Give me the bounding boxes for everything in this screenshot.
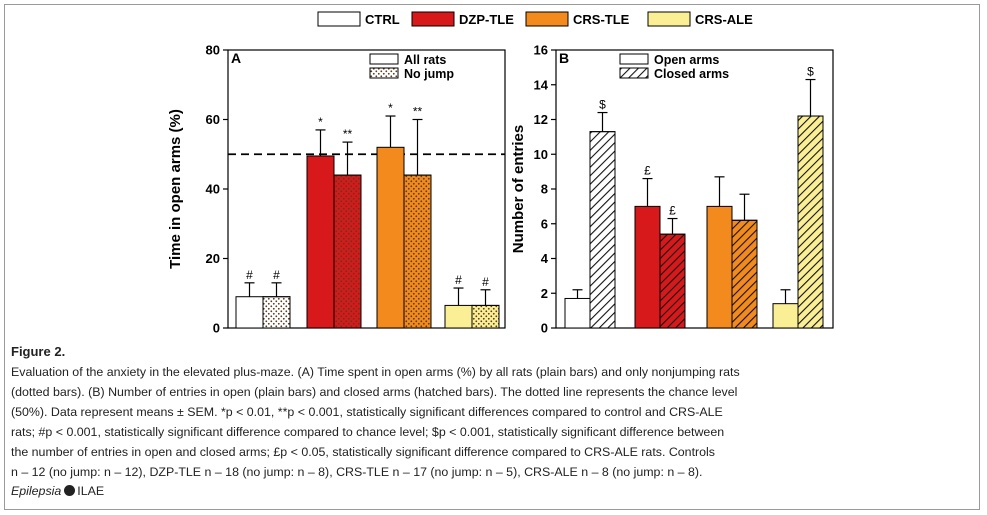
y-tick-label: 80: [206, 43, 220, 58]
caption-line: rats; #p < 0.001, statistically signific…: [11, 425, 725, 439]
significance-label: £: [644, 164, 651, 178]
caption-line: the number of entries in open and closed…: [11, 445, 715, 459]
legend-swatch: [411, 11, 455, 27]
inner-legend-label: No jump: [404, 67, 454, 81]
bar-pattern: [731, 219, 758, 329]
figure-chart: CTRL DZP-TLE CRS-TLE CRS-ALE 020406080Time …: [167, 11, 834, 336]
significance-label: $: [807, 65, 814, 79]
panel-label: A: [231, 50, 241, 66]
inner-legend-pattern: [619, 67, 649, 79]
panel-label: B: [559, 50, 569, 66]
y-tick-label: 8: [541, 182, 548, 197]
y-axis-label: Time in open arms (%): [167, 109, 184, 269]
legend-swatch: [647, 11, 691, 27]
y-tick-label: 0: [541, 321, 548, 336]
significance-label: $: [599, 98, 606, 112]
bar-pattern: [333, 174, 362, 329]
society-name: ILAE: [77, 484, 105, 498]
y-tick-label: 4: [541, 251, 549, 266]
figure-legend: CTRL DZP-TLE CRS-TLE CRS-ALE: [317, 11, 753, 27]
inner-legend-swatch: [369, 53, 399, 65]
y-tick-label: 0: [213, 321, 220, 336]
figure-caption: Figure 2. Evaluation of the anxiety in t…: [11, 342, 977, 500]
significance-label: #: [482, 275, 489, 289]
y-tick-label: 6: [541, 216, 548, 231]
plot-frame: [227, 49, 506, 329]
journal-credit: Epilepsia ILAE: [11, 482, 977, 500]
caption-title: Figure 2.: [11, 344, 66, 359]
inner-legend-label: Closed arms: [654, 67, 729, 81]
y-tick-label: 40: [206, 182, 220, 197]
bar-pattern: [471, 304, 500, 329]
inner-legend-swatch: [619, 53, 649, 65]
y-tick-label: 14: [534, 77, 549, 92]
significance-label: #: [273, 268, 280, 282]
panel-b-chart: 0 2 4 6 8 10 12 14 16 Number of entries B $ £ £ $ Open …: [510, 43, 834, 336]
ilae-logo-icon: [64, 485, 76, 496]
bar: [376, 146, 405, 329]
bar: [306, 155, 335, 329]
bar: [706, 205, 733, 329]
legend-swatch: [525, 11, 569, 27]
caption-line: (dotted bars). (B) Number of entries in …: [11, 385, 738, 399]
bar-pattern: [659, 233, 686, 329]
legend-label: CRS-TLE: [573, 12, 630, 27]
bar: [634, 205, 661, 329]
bar: [444, 304, 473, 329]
journal-name: Epilepsia: [11, 484, 62, 498]
bar-pattern: [797, 115, 824, 329]
significance-label: *: [318, 115, 323, 129]
significance-label: *: [388, 101, 393, 115]
bar: [235, 296, 264, 329]
legend-label: CTRL: [365, 12, 400, 27]
legend-label: DZP-TLE: [459, 12, 514, 27]
inner-legend-label: Open arms: [654, 53, 719, 67]
significance-label: #: [455, 273, 462, 287]
y-axis-label: Number of entries: [510, 125, 527, 253]
legend-swatch: [317, 11, 361, 27]
y-tick-label: 60: [206, 112, 220, 127]
significance-label: #: [246, 268, 253, 282]
caption-line: (50%). Data represent means ± SEM. *p < …: [11, 405, 723, 419]
inner-legend-label: All rats: [404, 53, 446, 67]
y-tick-label: 20: [206, 251, 220, 266]
significance-label: £: [669, 204, 676, 218]
y-tick-label: 12: [534, 112, 548, 127]
bar: [772, 303, 799, 329]
bar-pattern: [403, 174, 432, 329]
bar: [564, 297, 591, 329]
significance-label: **: [413, 105, 423, 119]
inner-legend-pattern: [369, 67, 399, 79]
caption-line: n – 12 (no jump: n – 12), DZP-TLE n – 18…: [11, 465, 703, 479]
y-tick-label: 2: [541, 286, 548, 301]
significance-label: **: [343, 127, 353, 141]
figure-frame: CTRL DZP-TLE CRS-TLE CRS-ALE 0 20 40 60 80 Time …: [4, 4, 980, 510]
y-tick-label: 16: [534, 43, 548, 58]
legend-label: CRS-ALE: [695, 12, 753, 27]
caption-line: Evaluation of the anxiety in the elevate…: [11, 365, 740, 379]
bar-pattern: [262, 296, 291, 329]
bar-pattern: [589, 131, 616, 329]
y-tick-label: 10: [534, 147, 548, 162]
